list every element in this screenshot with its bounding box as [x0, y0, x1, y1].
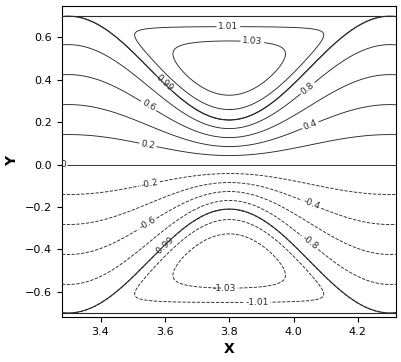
- Text: 0.8: 0.8: [298, 80, 315, 96]
- Text: 0.99: 0.99: [153, 73, 174, 93]
- Text: -1.03: -1.03: [212, 283, 235, 292]
- Y-axis label: Y: Y: [6, 156, 20, 167]
- Text: 0: 0: [60, 160, 66, 169]
- Text: 1.03: 1.03: [241, 37, 262, 47]
- X-axis label: X: X: [223, 342, 234, 357]
- Text: -1.01: -1.01: [245, 298, 268, 307]
- Text: -0.8: -0.8: [300, 234, 319, 252]
- Text: 0.6: 0.6: [140, 98, 157, 113]
- Text: 1.01: 1.01: [218, 22, 238, 31]
- Text: -0.4: -0.4: [301, 197, 320, 212]
- Text: -0.6: -0.6: [137, 215, 157, 232]
- Text: -0.99: -0.99: [152, 235, 175, 257]
- Text: 0.4: 0.4: [302, 118, 318, 132]
- Text: 0.2: 0.2: [140, 139, 156, 151]
- Text: -0.2: -0.2: [140, 178, 159, 190]
